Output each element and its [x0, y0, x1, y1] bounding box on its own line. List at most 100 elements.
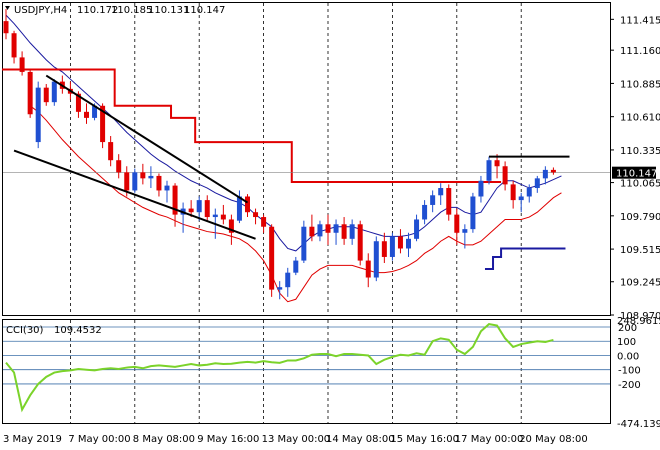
candle-body — [414, 219, 420, 239]
trendline[interactable] — [45, 74, 249, 204]
candle-body — [550, 169, 556, 173]
candle-body — [397, 236, 403, 249]
price-grid — [70, 3, 522, 423]
candle-body — [43, 87, 49, 103]
price-tick-label: 109.245 — [620, 278, 660, 289]
open-value: 110.172 — [77, 5, 118, 16]
cci-value-label: 109.4532 — [54, 325, 102, 336]
time-tick-label: 8 May 08:00 — [133, 434, 195, 445]
candle-body — [19, 57, 25, 72]
collapse-arrow-icon[interactable] — [5, 6, 10, 10]
candle-body — [35, 87, 41, 143]
candle-body — [542, 169, 548, 179]
candle-body — [446, 188, 452, 215]
price-tick-label: 110.610 — [620, 113, 660, 124]
time-tick-label: 7 May 00:00 — [68, 434, 130, 445]
candle-body — [430, 195, 436, 205]
upper-channel-step-line — [1, 68, 502, 183]
candle-body — [422, 204, 428, 220]
cci-tick-label: -200 — [618, 380, 641, 391]
price-tick-label: 111.415 — [620, 15, 660, 26]
price-axis: 108.970 109.245 109.515 109.790 110.065 110.3… — [610, 15, 660, 322]
candle-body — [132, 172, 138, 191]
candle-body — [349, 224, 355, 239]
symbol-label: USDJPY,H4 — [14, 5, 67, 16]
time-tick-label: 15 May 16:00 — [390, 434, 459, 445]
candle-body — [389, 236, 395, 257]
candle-body — [188, 208, 194, 213]
candle-body — [236, 196, 242, 221]
time-tick-label: 17 May 00:00 — [455, 434, 524, 445]
candle-body — [75, 93, 81, 112]
moving-average-line — [5, 14, 562, 252]
candle-body — [164, 185, 170, 191]
candle-body — [462, 229, 468, 233]
candle-body — [156, 175, 162, 191]
cci-tick-label: -100 — [618, 366, 641, 377]
candle-body — [172, 185, 178, 215]
candle-body — [494, 160, 500, 167]
envelope-lower-line — [29, 105, 562, 303]
cci-series — [5, 323, 554, 413]
trendlines — [13, 74, 570, 240]
candle-body — [11, 33, 17, 58]
low-value: 110.131 — [148, 5, 189, 16]
candle-body — [84, 111, 89, 118]
price-tick-label: 110.885 — [620, 79, 660, 90]
candle-body — [92, 105, 98, 118]
candle-body — [325, 224, 331, 233]
candle-body — [309, 226, 315, 237]
candle-body — [478, 180, 484, 197]
candle-body — [220, 214, 226, 220]
candle-body — [301, 226, 307, 261]
price-tick-label: 109.790 — [620, 212, 660, 223]
candle-body — [454, 214, 460, 233]
candle-body — [526, 188, 532, 197]
candle-body — [228, 219, 234, 233]
candle-body — [406, 238, 411, 249]
time-tick-label: 14 May 08:00 — [326, 434, 395, 445]
cci-line — [5, 323, 554, 413]
close-value: 110.147 — [184, 5, 225, 16]
cci-name-label: CCI(30) — [6, 325, 44, 336]
current-price-tag — [612, 166, 656, 179]
cci-panel-frame — [2, 319, 611, 424]
cci-tick-label: 200 — [618, 323, 637, 334]
candle-body — [140, 172, 146, 179]
candle-body — [116, 160, 122, 173]
candle-body — [204, 200, 210, 218]
candle-body — [261, 217, 267, 227]
high-value: 110.185 — [111, 5, 152, 16]
cci-tick-label: 248.9615 — [617, 316, 660, 327]
trendline[interactable] — [13, 149, 256, 240]
time-tick-label: 20 May 08:00 — [519, 434, 588, 445]
cci-tick-label: 100 — [617, 337, 636, 348]
price-tick-label: 110.065 — [620, 179, 660, 190]
candle-body — [381, 241, 387, 257]
candle-body — [148, 175, 154, 179]
candle-body — [3, 21, 9, 34]
candle-body — [245, 196, 250, 213]
candle-body — [277, 287, 283, 290]
price-panel-frame — [2, 2, 611, 316]
candle-body — [51, 81, 57, 103]
time-tick-label: 13 May 00:00 — [262, 434, 331, 445]
cci-tick-label: 0.00 — [617, 351, 639, 362]
candle-body — [470, 196, 476, 230]
candle-body — [486, 160, 492, 181]
candle-body — [253, 212, 259, 218]
price-tick-label: 111.160 — [620, 46, 660, 57]
candle-body — [502, 166, 508, 185]
candle-body — [124, 172, 130, 191]
price-tick-label: 108.970 — [620, 311, 660, 322]
price-tick-label: 109.515 — [620, 245, 660, 256]
current-price-label: 110.147 — [616, 169, 657, 180]
candle-body — [357, 224, 363, 261]
lower-channel-step-line — [484, 247, 566, 271]
candle-body — [293, 260, 299, 273]
candle-body — [317, 224, 323, 237]
time-axis: 3 May 2019 7 May 00:00 8 May 08:00 9 May 16… — [3, 434, 588, 445]
